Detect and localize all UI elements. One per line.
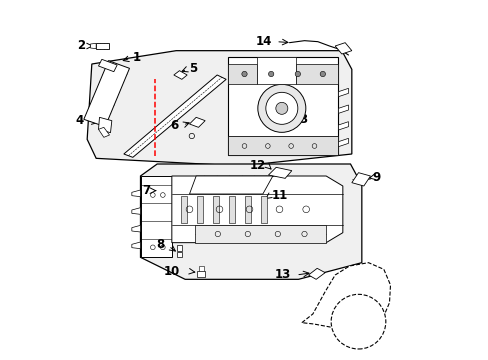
Text: 7: 7 — [142, 184, 150, 197]
Polygon shape — [338, 88, 348, 97]
Polygon shape — [228, 64, 257, 84]
Polygon shape — [334, 43, 351, 54]
Polygon shape — [244, 196, 251, 223]
Polygon shape — [229, 196, 235, 223]
Text: 13: 13 — [274, 269, 290, 282]
Polygon shape — [351, 173, 370, 186]
Polygon shape — [132, 208, 140, 214]
Polygon shape — [140, 164, 361, 279]
Polygon shape — [301, 263, 390, 329]
Text: 3: 3 — [299, 113, 307, 126]
Text: 2: 2 — [77, 39, 85, 52]
Polygon shape — [90, 43, 96, 49]
Text: 14: 14 — [255, 35, 271, 48]
Polygon shape — [228, 136, 338, 155]
Polygon shape — [308, 268, 325, 279]
Polygon shape — [228, 57, 338, 155]
Text: 11: 11 — [271, 189, 287, 202]
Polygon shape — [189, 176, 272, 194]
Polygon shape — [338, 105, 348, 113]
Polygon shape — [338, 122, 348, 130]
Polygon shape — [257, 57, 296, 84]
Polygon shape — [132, 225, 140, 232]
Polygon shape — [177, 245, 182, 251]
Polygon shape — [181, 196, 187, 223]
Polygon shape — [132, 190, 140, 197]
Circle shape — [242, 71, 246, 77]
Polygon shape — [338, 138, 348, 147]
Polygon shape — [98, 127, 109, 137]
Circle shape — [265, 92, 297, 124]
Polygon shape — [132, 242, 140, 249]
Polygon shape — [87, 51, 351, 166]
Polygon shape — [197, 196, 203, 223]
Polygon shape — [98, 59, 117, 72]
Text: 10: 10 — [163, 265, 179, 278]
Polygon shape — [98, 117, 112, 133]
Polygon shape — [261, 196, 266, 223]
Polygon shape — [296, 64, 338, 84]
Text: 8: 8 — [156, 239, 164, 252]
Polygon shape — [173, 71, 187, 79]
Polygon shape — [140, 176, 171, 257]
Text: 1: 1 — [133, 51, 141, 64]
Circle shape — [257, 84, 305, 132]
Polygon shape — [197, 271, 205, 277]
Polygon shape — [83, 61, 129, 127]
Text: 12: 12 — [249, 158, 265, 171]
Text: 4: 4 — [76, 113, 83, 126]
Polygon shape — [268, 167, 291, 178]
Polygon shape — [189, 117, 205, 127]
Polygon shape — [96, 43, 108, 49]
Polygon shape — [123, 75, 226, 157]
Polygon shape — [195, 225, 325, 243]
Polygon shape — [171, 176, 342, 243]
Circle shape — [330, 294, 385, 349]
Text: 9: 9 — [372, 171, 380, 184]
Text: 6: 6 — [170, 118, 178, 131]
Circle shape — [268, 71, 273, 77]
Polygon shape — [177, 252, 182, 257]
Circle shape — [275, 102, 287, 114]
Circle shape — [320, 71, 325, 77]
Text: 5: 5 — [189, 62, 197, 75]
Circle shape — [295, 71, 300, 77]
Polygon shape — [198, 266, 203, 271]
Polygon shape — [213, 196, 219, 223]
